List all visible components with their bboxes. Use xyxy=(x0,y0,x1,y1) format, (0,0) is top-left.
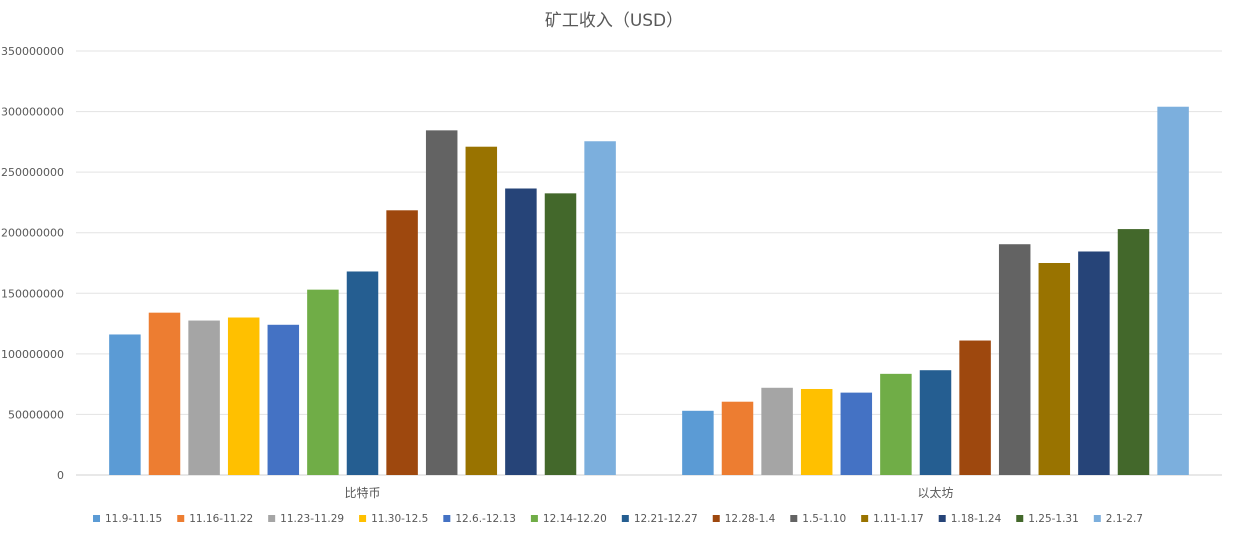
y-axis-ticks: 0 50000000 100000000 150000000 200000000 2500… xyxy=(1,45,64,482)
legend-swatch xyxy=(790,515,798,522)
bar xyxy=(919,370,952,475)
legend-label: 1.18-1.24 xyxy=(951,513,1002,525)
y-tick-label: 200000000 xyxy=(1,227,64,240)
x-category-label: 以太坊 xyxy=(917,485,953,500)
legend-swatch xyxy=(93,515,101,522)
bar xyxy=(880,373,912,475)
legend-item: 11.9-11.15 xyxy=(93,513,162,525)
legend-label: 12.6.-12.13 xyxy=(455,513,516,525)
gridlines xyxy=(76,50,1222,476)
bar xyxy=(998,244,1031,475)
legend-item: 1.25-1.31 xyxy=(1016,513,1079,525)
x-axis-categories: 比特币 以太坊 xyxy=(344,485,953,500)
bar xyxy=(109,334,141,475)
bar xyxy=(465,146,498,475)
bar xyxy=(761,387,793,475)
legend-label: 12.21-12.27 xyxy=(634,513,698,525)
bar xyxy=(682,410,714,475)
legend-label: 11.16-11.22 xyxy=(189,513,253,525)
chart-title: 矿工收入（USD） xyxy=(545,11,683,31)
legend: 11.9-11.15 11.16-11.22 11.23-11.29 11.30-12… xyxy=(93,513,1143,525)
legend-item: 12.21-12.27 xyxy=(621,513,698,525)
bar xyxy=(386,210,418,475)
legend-item: 1.18-1.24 xyxy=(938,513,1002,525)
bar xyxy=(544,193,577,476)
legend-swatch xyxy=(530,515,538,522)
legend-swatch xyxy=(177,515,185,522)
legend-label: 12.14-12.20 xyxy=(543,513,607,525)
legend-item: 11.16-11.22 xyxy=(177,513,253,525)
y-tick-label: 150000000 xyxy=(1,287,64,300)
y-tick-label: 300000000 xyxy=(1,106,64,119)
bar xyxy=(840,392,873,475)
legend-item: 1.11-1.17 xyxy=(861,513,924,525)
bar xyxy=(307,289,339,475)
legend-label: 11.30-12.5 xyxy=(371,513,428,525)
legend-label: 2.1-2.7 xyxy=(1106,513,1143,525)
bar xyxy=(1078,251,1110,475)
legend-swatch xyxy=(861,515,869,522)
bar xyxy=(584,141,616,475)
bar xyxy=(267,324,300,475)
legend-label: 12.28-1.4 xyxy=(725,513,776,525)
x-category-label: 比特币 xyxy=(344,485,380,500)
legend-label: 1.25-1.31 xyxy=(1028,513,1079,525)
legend-swatch xyxy=(1016,515,1024,522)
legend-item: 12.6.-12.13 xyxy=(443,513,516,525)
legend-swatch xyxy=(443,515,451,522)
legend-label: 11.23-11.29 xyxy=(280,513,344,525)
bar xyxy=(721,401,754,475)
bars xyxy=(109,106,1189,476)
y-tick-label: 250000000 xyxy=(1,166,64,179)
legend-swatch xyxy=(1093,515,1101,522)
legend-swatch xyxy=(938,515,946,522)
legend-item: 11.23-11.29 xyxy=(268,513,344,525)
y-tick-label: 0 xyxy=(57,469,64,482)
y-tick-label: 350000000 xyxy=(1,45,64,58)
bar xyxy=(1157,106,1189,476)
legend-swatch xyxy=(268,515,276,522)
legend-label: 1.5-1.10 xyxy=(802,513,846,525)
legend-swatch xyxy=(621,515,629,522)
bar xyxy=(188,320,220,475)
legend-item: 12.14-12.20 xyxy=(530,513,607,525)
legend-swatch xyxy=(712,515,720,522)
legend-item: 1.5-1.10 xyxy=(790,513,846,525)
legend-item: 12.28-1.4 xyxy=(712,513,776,525)
legend-label: 1.11-1.17 xyxy=(873,513,924,525)
bar xyxy=(959,340,991,475)
bar xyxy=(505,188,537,476)
bar xyxy=(346,271,379,475)
y-tick-label: 50000000 xyxy=(8,408,64,421)
bar xyxy=(425,130,458,475)
legend-label: 11.9-11.15 xyxy=(105,513,162,525)
bar xyxy=(1038,263,1071,475)
bar xyxy=(148,312,181,475)
y-tick-label: 100000000 xyxy=(1,348,64,361)
bar xyxy=(1117,229,1150,475)
bar xyxy=(800,388,833,475)
legend-swatch xyxy=(359,515,367,522)
legend-item: 2.1-2.7 xyxy=(1093,513,1143,525)
legend-item: 11.30-12.5 xyxy=(359,513,428,525)
bar xyxy=(227,317,260,475)
